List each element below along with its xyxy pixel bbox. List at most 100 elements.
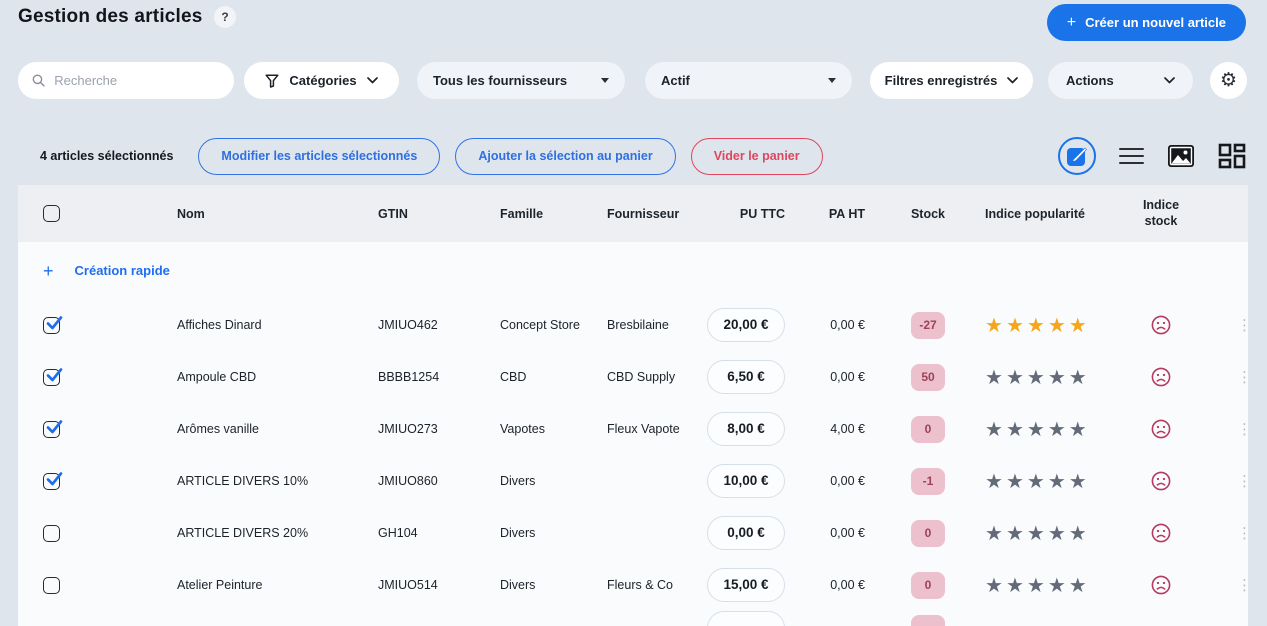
- star-icon[interactable]: ★: [1026, 417, 1045, 441]
- stock-badge: 50: [911, 363, 945, 391]
- edit-square-icon: [1067, 147, 1087, 166]
- table-row: Arômes vanille JMIUO273 Vapotes Fleux Va…: [18, 403, 1248, 455]
- row-checkbox[interactable]: [43, 524, 60, 542]
- star-icon[interactable]: ★: [1047, 313, 1066, 337]
- suppliers-select[interactable]: Tous les fournisseurs: [417, 62, 625, 99]
- article-fournisseur: Fleurs & Co: [607, 577, 673, 592]
- article-gtin: JMIUO462: [378, 317, 438, 332]
- star-icon[interactable]: ★: [1047, 365, 1066, 389]
- create-article-label: Créer un nouvel article: [1085, 15, 1226, 30]
- status-select[interactable]: Actif: [645, 62, 852, 99]
- chevron-down-icon: [366, 77, 378, 84]
- column-header-pu-ttc: PU TTC: [739, 206, 785, 221]
- star-icon[interactable]: ★: [1026, 313, 1045, 337]
- star-icon[interactable]: ★: [1026, 521, 1045, 545]
- row-checkbox[interactable]: [43, 471, 63, 490]
- row-checkbox[interactable]: [43, 315, 63, 334]
- unit-price-field[interactable]: 10,00 €: [707, 464, 785, 498]
- row-checkbox[interactable]: [43, 419, 63, 438]
- stock-badge: -27: [911, 311, 945, 339]
- settings-button[interactable]: ⚙: [1210, 62, 1247, 99]
- article-name[interactable]: ARTICLE DIVERS 10%: [177, 473, 309, 488]
- star-icon[interactable]: ★: [1068, 365, 1087, 389]
- article-name[interactable]: Ampoule CBD: [177, 369, 257, 384]
- article-name[interactable]: Affiches Dinard: [177, 317, 262, 332]
- star-icon[interactable]: ★: [985, 365, 1003, 389]
- row-menu-kebab-icon[interactable]: ⋮: [1237, 368, 1248, 386]
- unit-price-field[interactable]: 20,00 €: [707, 308, 785, 342]
- create-article-button[interactable]: + Créer un nouvel article: [1046, 4, 1246, 41]
- unit-price-field[interactable]: 6,50 €: [707, 360, 785, 394]
- star-icon[interactable]: ★: [1068, 313, 1087, 337]
- row-menu-kebab-icon[interactable]: ⋮: [1237, 316, 1248, 334]
- star-icon[interactable]: ★: [1047, 573, 1066, 597]
- saved-filters-label: Filtres enregistrés: [884, 73, 998, 88]
- help-button[interactable]: ?: [214, 6, 236, 28]
- row-menu-kebab-icon[interactable]: ⋮: [1237, 524, 1248, 542]
- search-input[interactable]: [54, 73, 220, 88]
- question-mark-icon: ?: [221, 10, 229, 24]
- star-icon[interactable]: ★: [1005, 365, 1024, 389]
- stock-badge: -1: [911, 467, 945, 495]
- sad-face-icon: [1151, 419, 1171, 439]
- quick-create-row[interactable]: + Création rapide: [18, 242, 1248, 299]
- search-box[interactable]: [18, 62, 234, 99]
- article-name[interactable]: Arômes vanille: [177, 421, 259, 436]
- star-icon[interactable]: ★: [1068, 573, 1087, 597]
- star-icon[interactable]: ★: [985, 573, 1003, 597]
- star-icon[interactable]: ★: [1005, 417, 1024, 441]
- quick-edit-view-button[interactable]: [1058, 137, 1096, 175]
- star-icon[interactable]: ★: [1047, 469, 1066, 493]
- star-icon[interactable]: ★: [1026, 365, 1045, 389]
- row-checkbox[interactable]: [43, 367, 63, 386]
- star-icon[interactable]: ★: [1047, 417, 1066, 441]
- star-icon[interactable]: ★: [1005, 573, 1024, 597]
- star-icon[interactable]: ★: [985, 469, 1003, 493]
- article-name[interactable]: ARTICLE DIVERS 20%: [177, 525, 309, 540]
- star-icon[interactable]: ★: [1026, 573, 1045, 597]
- row-menu-kebab-icon[interactable]: ⋮: [1237, 472, 1248, 490]
- star-icon[interactable]: ★: [1026, 469, 1045, 493]
- select-all-checkbox[interactable]: [43, 205, 60, 222]
- star-icon[interactable]: ★: [985, 313, 1003, 337]
- purchase-price: 0,00 €: [830, 525, 865, 540]
- row-menu-kebab-icon[interactable]: ⋮: [1237, 576, 1248, 594]
- clear-cart-button[interactable]: Vider le panier: [690, 137, 823, 175]
- dashboard-view-button[interactable]: [1218, 143, 1246, 169]
- image-view-button[interactable]: [1167, 144, 1195, 168]
- unit-price-field[interactable]: 0,00 €: [707, 516, 785, 550]
- star-icon[interactable]: ★: [1005, 469, 1024, 493]
- search-icon: [32, 74, 45, 87]
- star-icon[interactable]: ★: [1005, 521, 1024, 545]
- star-icon[interactable]: ★: [1047, 521, 1066, 545]
- unit-price-field[interactable]: 15,00 €: [707, 568, 785, 602]
- purchase-price: 4,00 €: [830, 421, 865, 436]
- suppliers-selected-value: Tous les fournisseurs: [433, 73, 568, 88]
- list-view-button[interactable]: [1119, 147, 1144, 165]
- add-selection-to-cart-button[interactable]: Ajouter la sélection au panier: [455, 137, 676, 175]
- star-icon[interactable]: ★: [985, 417, 1003, 441]
- actions-select[interactable]: Actions: [1048, 62, 1193, 99]
- quick-create-label: Création rapide: [74, 263, 170, 278]
- saved-filters-button[interactable]: Filtres enregistrés: [870, 62, 1033, 99]
- image-view-icon: [1168, 145, 1194, 167]
- article-gtin: JMIUO860: [378, 473, 438, 488]
- popularity-stars: ★ ★ ★ ★ ★: [985, 315, 1123, 335]
- row-checkbox[interactable]: [43, 576, 60, 594]
- star-icon[interactable]: ★: [1068, 469, 1087, 493]
- row-menu-kebab-icon[interactable]: ⋮: [1237, 420, 1248, 438]
- popularity-stars: ★ ★ ★ ★ ★: [985, 367, 1123, 387]
- star-icon[interactable]: ★: [1068, 417, 1087, 441]
- unit-price-field[interactable]: 8,00 €: [707, 412, 785, 446]
- article-gtin: BBBB1254: [378, 369, 440, 384]
- article-name[interactable]: Atelier Peinture: [177, 577, 263, 592]
- article-famille: CBD: [500, 369, 527, 384]
- unit-price-field[interactable]: [707, 611, 785, 626]
- star-icon[interactable]: ★: [1068, 521, 1087, 545]
- edit-selected-button[interactable]: Modifier les articles sélectionnés: [198, 137, 441, 175]
- purchase-price: 0,00 €: [830, 369, 865, 384]
- table-row: Atelier Peinture JMIUO514 Divers Fleurs …: [18, 559, 1248, 611]
- star-icon[interactable]: ★: [1005, 313, 1024, 337]
- categories-filter-button[interactable]: Catégories: [244, 62, 399, 99]
- star-icon[interactable]: ★: [985, 521, 1003, 545]
